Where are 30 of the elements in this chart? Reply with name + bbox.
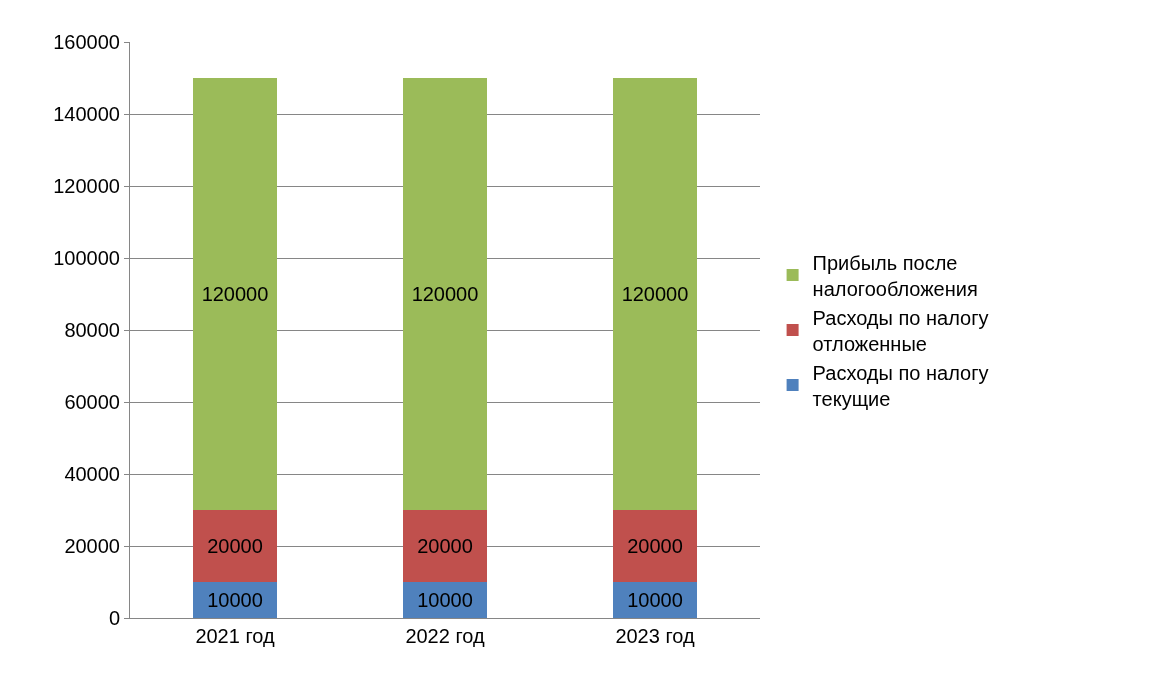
y-tick-label: 60000 [64, 391, 120, 413]
legend-label: Расходы по налогу текущие [812, 361, 989, 410]
data-label: 20000 [627, 535, 683, 557]
bar [613, 510, 697, 582]
y-tick-label: 100000 [53, 247, 120, 269]
data-label: 120000 [621, 283, 689, 305]
y-tick-label: 20000 [64, 535, 120, 557]
x-tick-label: 2023 год [615, 625, 695, 647]
y-tick-label: 0 [108, 607, 120, 629]
y-tick-label: 160000 [53, 31, 120, 53]
y-tick-label: 120000 [53, 175, 120, 197]
data-label: 10000 [627, 589, 683, 611]
data-label: 10000 [417, 589, 473, 611]
data-label: 10000 [207, 589, 263, 611]
data-label: 20000 [207, 535, 263, 557]
bar [193, 78, 277, 510]
bar [193, 510, 277, 582]
legend-label: Расходы по налогу отложенные [812, 306, 989, 355]
bar [403, 510, 487, 582]
y-tick-label: 140000 [53, 103, 120, 125]
data-label: 120000 [411, 283, 479, 305]
y-tick-label: 40000 [64, 463, 120, 485]
x-tick-label: 2021 год [195, 625, 275, 647]
legend-label: Прибыль после налогообложения [812, 251, 978, 300]
x-tick-label: 2022 год [405, 625, 485, 647]
y-tick-label: 80000 [64, 319, 120, 341]
bar [613, 78, 697, 510]
data-label: 120000 [201, 283, 269, 305]
bar [403, 78, 487, 510]
data-label: 20000 [417, 535, 473, 557]
